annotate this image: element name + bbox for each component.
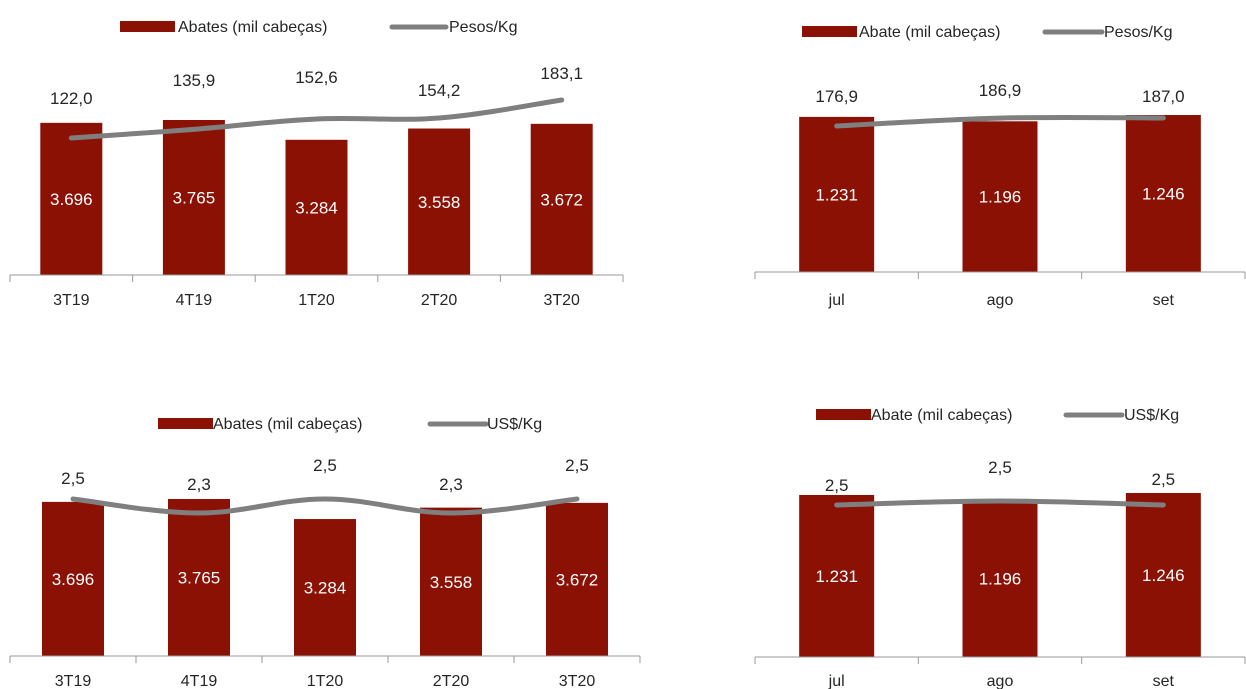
category-tick-label: set: [1153, 292, 1175, 309]
bar-value-label: 3.672: [556, 570, 599, 589]
bar: [1125, 115, 1201, 272]
category-tick-label: 2T20: [433, 673, 470, 689]
legend: Abate (mil cabeças) Pesos/Kg: [802, 24, 1172, 41]
line-value-label: 187,0: [1142, 87, 1185, 106]
bar-value-label: 3.765: [178, 569, 221, 588]
line-value-label: 186,9: [979, 81, 1022, 100]
bar-value-label: 3.558: [430, 573, 473, 592]
line-value-label: 2,5: [825, 476, 849, 495]
bar: [285, 139, 348, 275]
bar: [162, 120, 225, 275]
line-series: [70, 496, 580, 516]
line-value-label: 122,0: [50, 89, 93, 108]
category-tick-label: set: [1153, 673, 1175, 689]
bar-value-label: 3.284: [304, 579, 347, 598]
bar: [168, 499, 230, 656]
legend-line-label: US$/Kg: [1124, 407, 1179, 424]
category-tick-label: 1T20: [298, 292, 335, 309]
bar-value-label: 1.246: [1142, 185, 1185, 204]
line-value-label: 2,5: [988, 458, 1012, 477]
legend-bar-label: Abates (mil cabeças): [213, 416, 362, 433]
bar: [40, 122, 103, 275]
line-value-label: 152,6: [295, 68, 338, 87]
category-tick-label: 3T20: [559, 673, 596, 689]
legend-bar-label: Abates (mil cabeças): [178, 19, 327, 36]
bar: [408, 128, 471, 275]
chart-2: Abate (mil cabeças) Pesos/Kg 1.231 jul 1.196…: [754, 24, 1246, 309]
bar: [799, 116, 875, 272]
legend-bar-label: Abate (mil cabeças): [871, 407, 1012, 424]
bar-value-label: 3.696: [52, 570, 95, 589]
legend: Abate (mil cabeças) US$/Kg: [816, 407, 1179, 424]
category-tick-label: ago: [987, 292, 1014, 309]
legend-bar-swatch: [158, 418, 213, 429]
bar: [799, 494, 875, 657]
legend-line-label: Pesos/Kg: [1104, 24, 1172, 41]
bar: [962, 121, 1038, 272]
bar: [420, 507, 482, 656]
chart-1: Abates (mil cabeças) Pesos/Kg 3.696 3T19 3.7…: [9, 19, 624, 309]
category-tick-label: jul: [828, 673, 845, 689]
legend-line-label: US$/Kg: [487, 416, 542, 433]
bar-value-label: 3.765: [173, 189, 216, 208]
category-tick-label: 1T20: [307, 673, 344, 689]
line-value-label: 183,1: [540, 64, 583, 83]
category-tick-label: 3T20: [543, 292, 580, 309]
line-value-label: 2,3: [439, 475, 463, 494]
category-tick-label: 2T20: [421, 292, 458, 309]
category-tick-label: jul: [828, 292, 845, 309]
bar-value-label: 3.558: [418, 193, 461, 212]
legend-bar-swatch: [120, 21, 175, 32]
legend-bar-swatch: [816, 409, 871, 420]
category-tick-label: ago: [987, 673, 1014, 689]
legend-bar-label: Abate (mil cabeças): [859, 24, 1000, 41]
line-value-label: 2,5: [313, 456, 337, 475]
chart-3: Abates (mil cabeças) US$/Kg 3.696 3T19 3.765…: [9, 416, 641, 689]
legend-line-label: Pesos/Kg: [449, 19, 517, 36]
bar: [546, 502, 608, 656]
line-value-label: 2,3: [187, 475, 211, 494]
bar-value-label: 3.284: [295, 198, 338, 217]
bar-value-label: 1.246: [1142, 566, 1185, 585]
line-value-label: 176,9: [815, 87, 858, 106]
category-tick-label: 3T19: [53, 292, 90, 309]
category-tick-label: 3T19: [55, 673, 92, 689]
bar: [42, 501, 104, 656]
line-value-label: 154,2: [418, 81, 461, 100]
bar: [294, 519, 356, 656]
line-value-label: 2,5: [1152, 470, 1176, 489]
chart-4: Abate (mil cabeças) US$/Kg 1.231 jul 1.196 ag…: [754, 407, 1246, 689]
line-value-label: 135,9: [173, 71, 216, 90]
category-tick-label: 4T19: [181, 673, 218, 689]
legend: Abates (mil cabeças) US$/Kg: [158, 416, 542, 433]
legend: Abates (mil cabeças) Pesos/Kg: [120, 19, 517, 36]
bar: [1125, 493, 1201, 657]
bar: [962, 499, 1038, 657]
category-tick-label: 4T19: [176, 292, 213, 309]
bar-value-label: 1.231: [815, 567, 858, 586]
bar-value-label: 1.231: [815, 185, 858, 204]
bar-value-label: 3.696: [50, 190, 93, 209]
line-value-label: 2,5: [565, 456, 589, 475]
legend-bar-swatch: [802, 26, 857, 37]
bar-value-label: 3.672: [540, 190, 583, 209]
bar-value-label: 1.196: [979, 569, 1022, 588]
bar: [530, 123, 593, 276]
line-value-label: 2,5: [61, 469, 85, 488]
bar-value-label: 1.196: [979, 188, 1022, 207]
